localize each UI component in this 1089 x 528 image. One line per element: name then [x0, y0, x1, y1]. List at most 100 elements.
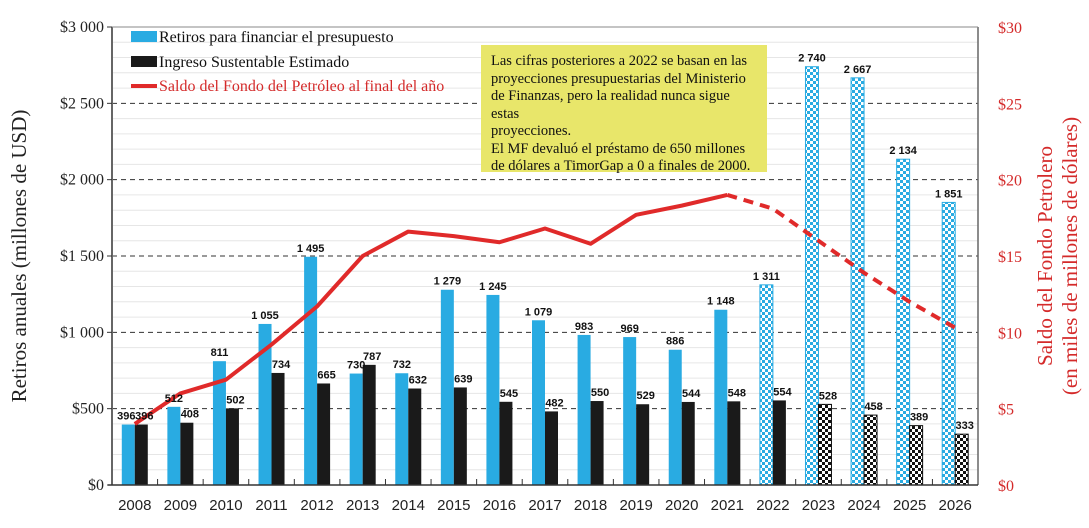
value-label-withdrawals: 732: [393, 359, 411, 371]
bar-sustainable-income: [681, 401, 695, 485]
right-axis-title-line2: (en miles de millones de dólares): [1058, 117, 1082, 395]
value-label-sustainable-income: 639: [454, 373, 472, 385]
bar-sustainable-income: [225, 408, 239, 485]
left-tick-label: $2 000: [60, 172, 104, 189]
right-tick-label: $0: [998, 478, 1014, 495]
value-label-withdrawals: 1 055: [251, 310, 279, 322]
bar-withdrawals: [258, 323, 272, 485]
bar-sustainable-income: [180, 422, 194, 485]
value-label-withdrawals: 730: [347, 360, 365, 372]
bar-withdrawals: [804, 66, 819, 486]
x-tick-label: 2020: [665, 497, 698, 514]
left-tick-label: $500: [72, 401, 104, 418]
bar-sustainable-income: [636, 404, 650, 485]
x-tick-label: 2025: [893, 497, 926, 514]
x-tick-label: 2010: [209, 497, 242, 514]
value-label-withdrawals: 1 245: [479, 281, 507, 293]
bar-withdrawals: [440, 289, 454, 485]
legend: Retiros para financiar el presupuesto In…: [131, 29, 444, 95]
value-label-withdrawals: 1 495: [297, 243, 325, 255]
value-label-sustainable-income: 787: [363, 351, 381, 363]
fund-balance-line: [133, 192, 957, 426]
legend-label-fund-balance: Saldo del Fondo del Petróleo al final de…: [159, 78, 444, 95]
x-tick-label: 2008: [118, 497, 151, 514]
bar-withdrawals: [759, 284, 774, 486]
left-tick-label: $0: [88, 477, 104, 494]
left-tick-label: $3 000: [60, 19, 104, 36]
bar-sustainable-income: [863, 414, 878, 486]
annotation-line: proyecciones.: [491, 123, 572, 139]
right-tick-label: $20: [998, 173, 1022, 190]
left-tick-label: $2 500: [60, 95, 104, 112]
legend-swatch-sustainable-income: [131, 56, 157, 67]
bar-sustainable-income: [909, 425, 924, 486]
bar-withdrawals: [121, 424, 135, 485]
bar-withdrawals: [577, 334, 591, 485]
right-axis-title-line1: Saldo del Fondo Petrolero: [1033, 146, 1057, 366]
bar-withdrawals: [212, 361, 226, 485]
x-tick-label: 2012: [300, 497, 333, 514]
bar-sustainable-income: [362, 364, 376, 485]
value-label-withdrawals: 1 148: [707, 296, 735, 308]
bars: [121, 66, 969, 486]
value-label-sustainable-income: 396: [135, 411, 153, 423]
bar-withdrawals: [167, 406, 181, 485]
value-label-sustainable-income: 333: [956, 420, 974, 432]
value-label-withdrawals: 811: [211, 347, 229, 359]
axes: $0 $500 $1 000 $1 500 $2 000 $2 500 $3 000 $0 $5…: [60, 19, 1022, 514]
x-tick-label: 2011: [255, 497, 287, 514]
annotation-line: de dólares a TimorGap a 0 a finales de 2…: [491, 158, 751, 174]
value-label-withdrawals: 1 311: [753, 271, 780, 283]
annotation-line: proyecciones presupuestarias del Ministe…: [491, 70, 746, 87]
bar-withdrawals: [896, 158, 911, 486]
x-tick-label: 2014: [392, 497, 425, 514]
right-tick-label: $15: [998, 249, 1022, 266]
x-tick-label: 2023: [802, 497, 835, 514]
annotation-line: Las cifras posteriores a 2022 se basan e…: [491, 53, 748, 69]
x-tick-label: 2009: [164, 497, 197, 514]
left-tick-label: $1 500: [60, 248, 104, 265]
bar-withdrawals: [395, 373, 409, 485]
value-label-withdrawals: 2 667: [844, 64, 872, 76]
value-label-withdrawals: 512: [165, 393, 183, 405]
bar-sustainable-income: [408, 388, 422, 485]
x-tick-label: 2019: [619, 497, 652, 514]
right-tick-label: $5: [998, 402, 1014, 419]
x-tick-label: 2024: [847, 497, 880, 514]
legend-label-withdrawals: Retiros para financiar el presupuesto: [159, 29, 394, 46]
annotation-line: El MF devaluó el préstamo de 650 millone…: [491, 140, 746, 157]
value-label-sustainable-income: 665: [317, 369, 335, 381]
x-tick-label: 2026: [939, 497, 972, 514]
value-label-withdrawals: 1 079: [525, 306, 553, 318]
value-label-withdrawals: 886: [666, 336, 684, 348]
right-tick-label: $30: [998, 20, 1022, 37]
value-label-sustainable-income: 458: [864, 401, 882, 413]
bar-sustainable-income: [271, 372, 285, 485]
value-label-sustainable-income: 544: [682, 388, 701, 400]
x-tick-label: 2015: [437, 497, 470, 514]
annotation-line: de Finanzas, pero la realidad nunca sigu…: [491, 88, 730, 122]
value-label-sustainable-income: 529: [636, 390, 654, 402]
value-label-sustainable-income: 550: [591, 387, 609, 399]
bar-sustainable-income: [545, 411, 558, 485]
value-label-sustainable-income: 548: [728, 387, 746, 399]
value-label-withdrawals: 969: [620, 323, 638, 335]
fund-balance-line-projected: [726, 193, 957, 330]
bar-withdrawals: [668, 349, 682, 485]
right-tick-label: $10: [998, 325, 1022, 342]
annotation-box: Las cifras posteriores a 2022 se basan e…: [481, 45, 767, 174]
bar-withdrawals: [623, 337, 637, 485]
value-label-sustainable-income: 545: [500, 388, 518, 400]
value-label-withdrawals: 2 740: [798, 53, 826, 65]
value-label-withdrawals: 1 279: [434, 276, 462, 288]
bar-sustainable-income: [590, 401, 604, 485]
value-label-sustainable-income: 554: [773, 386, 792, 398]
value-label-withdrawals: 1 851: [935, 188, 963, 200]
left-axis-title: Retiros anuales (millones de USD): [7, 110, 31, 403]
value-label-sustainable-income: 502: [226, 394, 244, 406]
left-tick-label: $1 000: [60, 324, 104, 341]
value-label-withdrawals: 396: [117, 411, 135, 423]
x-tick-label: 2013: [346, 497, 379, 514]
x-tick-label: 2016: [483, 497, 516, 514]
